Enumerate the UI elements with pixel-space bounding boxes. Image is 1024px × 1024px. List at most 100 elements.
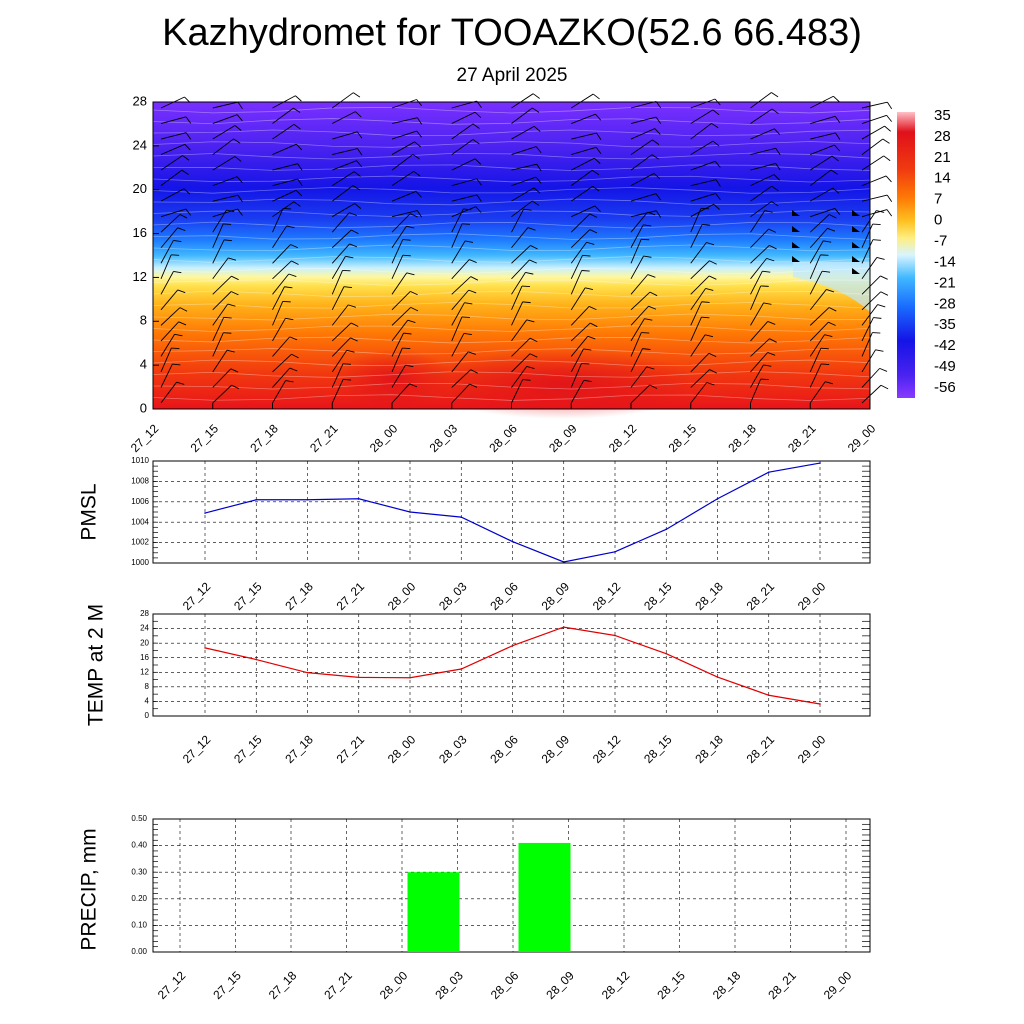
wind-barb [391,307,412,326]
wind-barb-feather [585,287,594,290]
wind-barb [511,353,531,373]
wind-barb [332,203,355,218]
wind-barb [391,272,408,295]
pmsl-xtick-label: 27_18 [282,579,316,613]
wind-barb-feather [342,363,351,365]
wind-barb-feather [283,208,292,210]
pmsl-ytick-label: 1008 [131,477,149,486]
wind-barb-feather [297,178,303,186]
wind-barb [809,321,829,342]
colorbar-label: -28 [934,295,956,312]
wind-barb-feather [709,260,717,265]
wind-barb-feather [184,143,191,151]
wind-barb-feather [880,291,889,296]
wind-barb [690,192,716,202]
wind-barb [630,116,657,124]
wind-barb [272,225,288,248]
wind-barb-feather [173,271,182,274]
wind-barb-feather [643,255,652,258]
pmsl-xtick-label: 29_00 [795,579,829,613]
wind-barb-feather [827,227,836,232]
contour-line [152,348,871,355]
wind-barb [272,380,286,404]
contour-line [152,221,871,229]
wind-barb-feather [410,213,418,218]
wind-barb-feather [589,229,598,234]
wind-barb-feather [179,307,188,312]
temp-ytick-label: 20 [140,638,149,647]
wind-barb-feather [173,239,182,243]
wind-barb [160,321,179,342]
temp-point [716,676,719,678]
colorbar-label: -14 [934,253,956,270]
wind-barb [331,379,344,404]
wind-barb [212,194,239,202]
wind-barb [630,224,644,248]
temp-frame [152,613,871,717]
wind-barb [272,301,284,326]
wind-barb [451,100,477,109]
pmsl-point [665,528,668,531]
wind-barb-feather [876,257,885,260]
wind-barb [750,270,763,295]
wind-barb-feather [828,307,837,312]
wind-barb [331,304,349,326]
wind-barb [750,92,772,109]
wind-barb [160,307,181,326]
wind-barb-feather [410,290,418,296]
wind-barb [750,245,770,264]
wind-barb-feather [293,201,301,207]
wind-barb-feather [826,289,835,293]
contour-line [152,106,871,114]
wind-barb [331,337,351,357]
wind-barb [511,272,526,295]
wind-barb [160,169,183,186]
wind-barb-feather [873,317,882,319]
wind-barb [391,319,409,342]
wind-barb-feather [652,139,660,145]
wind-barb-feather [185,132,192,140]
wind-barb-feather [771,108,779,115]
wind-barb-feather [472,139,480,145]
wind-barb-feather [886,194,893,202]
wind-barb [212,223,224,248]
wind-barb-feather [762,270,771,273]
wind-barb [690,208,702,233]
wind-barb-feather [230,291,239,296]
wind-barb-feather [654,128,661,135]
wind-barb-feather [231,275,239,281]
wind-barb-feather [228,257,237,261]
temp-ytick-label: 4 [145,697,150,706]
wind-barb [570,306,590,326]
wind-barb-feather [284,286,293,289]
wind-barb [630,211,648,233]
wind-barb [272,318,286,342]
wind-barb [272,208,284,233]
colorbar [897,112,915,398]
wind-barb-feather [293,124,301,130]
wind-barb-feather [522,379,531,381]
wind-barb [570,336,589,357]
wind-barb [750,285,762,311]
wind-barb [630,173,655,187]
wind-barb [690,334,706,357]
wind-barb [690,382,708,404]
wind-barb-feather [706,382,715,386]
heatmap-ytick-label: 24 [133,137,147,152]
wind-barb [212,209,227,233]
wind-pennant [792,256,800,262]
wind-barb-feather [532,93,540,99]
precip-xtick-label: 29_00 [821,968,855,1002]
pmsl-ytick-label: 1006 [131,497,149,506]
wind-barb [391,347,403,373]
colorbar-label: -42 [934,337,956,354]
wind-barb [690,203,714,218]
wind-barb-feather [402,239,411,241]
wind-barb-feather [831,155,839,162]
wind-barb [630,239,642,264]
wind-barb-feather [587,335,596,340]
heatmap-xtick-label: 27_12 [128,421,162,455]
wind-barb [810,187,833,202]
wind-barb-feather [237,195,243,203]
wind-barb-feather [824,334,833,337]
